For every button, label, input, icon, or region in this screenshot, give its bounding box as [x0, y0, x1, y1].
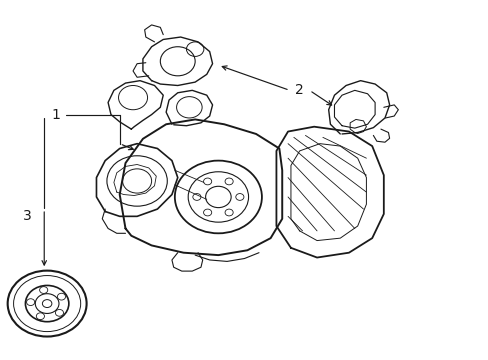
Text: 1: 1	[51, 108, 60, 122]
Text: 2: 2	[295, 84, 304, 97]
Text: 3: 3	[22, 210, 31, 223]
